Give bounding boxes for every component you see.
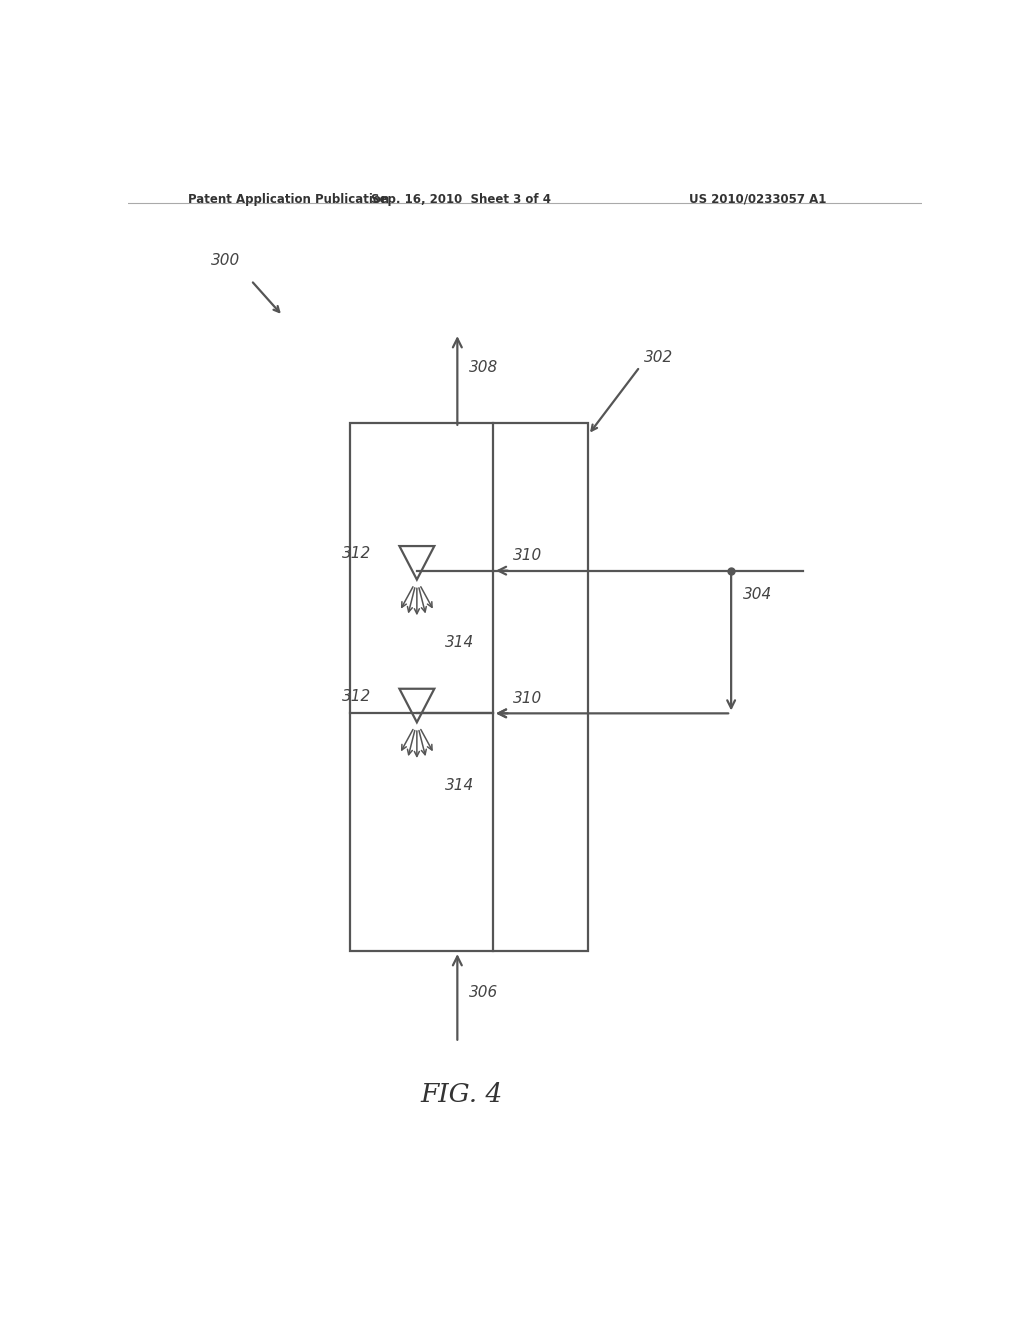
Text: 312: 312 bbox=[341, 546, 371, 561]
Text: 300: 300 bbox=[211, 253, 241, 268]
Text: 302: 302 bbox=[644, 350, 673, 364]
Text: 312: 312 bbox=[341, 689, 371, 704]
Text: 310: 310 bbox=[513, 692, 542, 706]
Text: Sep. 16, 2010  Sheet 3 of 4: Sep. 16, 2010 Sheet 3 of 4 bbox=[372, 193, 551, 206]
Text: Patent Application Publication: Patent Application Publication bbox=[187, 193, 389, 206]
Text: US 2010/0233057 A1: US 2010/0233057 A1 bbox=[689, 193, 826, 206]
Text: 310: 310 bbox=[513, 549, 542, 564]
Text: 314: 314 bbox=[444, 635, 474, 649]
Text: FIG. 4: FIG. 4 bbox=[420, 1081, 503, 1106]
Text: 304: 304 bbox=[743, 587, 772, 602]
Text: 314: 314 bbox=[444, 777, 474, 792]
Text: 308: 308 bbox=[469, 360, 499, 375]
Text: 306: 306 bbox=[469, 985, 499, 1001]
Bar bbox=[350, 422, 588, 952]
